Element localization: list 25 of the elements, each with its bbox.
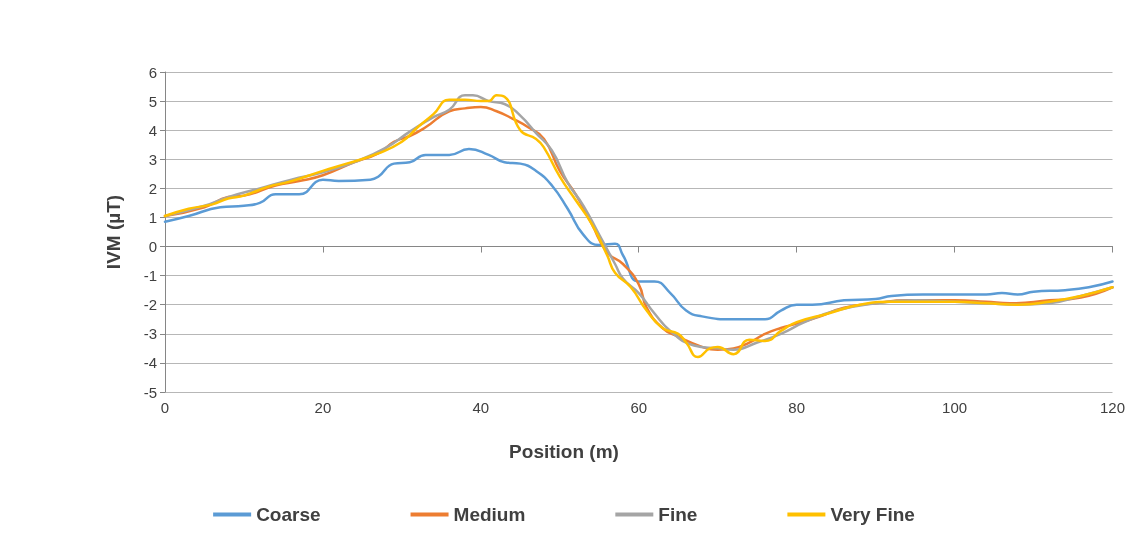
x-tick-label: 0 — [160, 399, 170, 416]
y-tick-label: 6 — [148, 63, 157, 81]
y-tick-label: -1 — [143, 267, 157, 285]
x-tick-label: 60 — [630, 399, 648, 416]
legend-label: Fine — [658, 504, 698, 525]
y-tick-label: 5 — [148, 92, 157, 110]
x-tick-label: 80 — [788, 399, 805, 416]
y-tick-label: -2 — [143, 296, 157, 314]
y-tick-label: -4 — [143, 354, 157, 372]
y-tick-label: 1 — [148, 208, 157, 226]
x-tick-label: 20 — [314, 399, 332, 416]
x-tick-label: 120 — [1099, 399, 1125, 416]
y-tick-label: 4 — [148, 121, 157, 139]
legend-label: Medium — [453, 504, 526, 525]
y-tick-label: -5 — [143, 383, 157, 401]
y-axis-title: IVM (µT) — [103, 194, 124, 270]
x-tick-label: 40 — [472, 399, 490, 416]
legend-label: Very Fine — [830, 504, 915, 525]
y-tick-label: 0 — [148, 238, 157, 256]
y-tick-label: 3 — [148, 150, 157, 168]
y-tick-label: -3 — [143, 325, 157, 343]
x-axis-title: Position (m) — [509, 441, 619, 462]
legend-label: Coarse — [256, 504, 321, 525]
y-tick-label: 2 — [148, 179, 157, 197]
x-tick-label: 100 — [942, 399, 968, 416]
